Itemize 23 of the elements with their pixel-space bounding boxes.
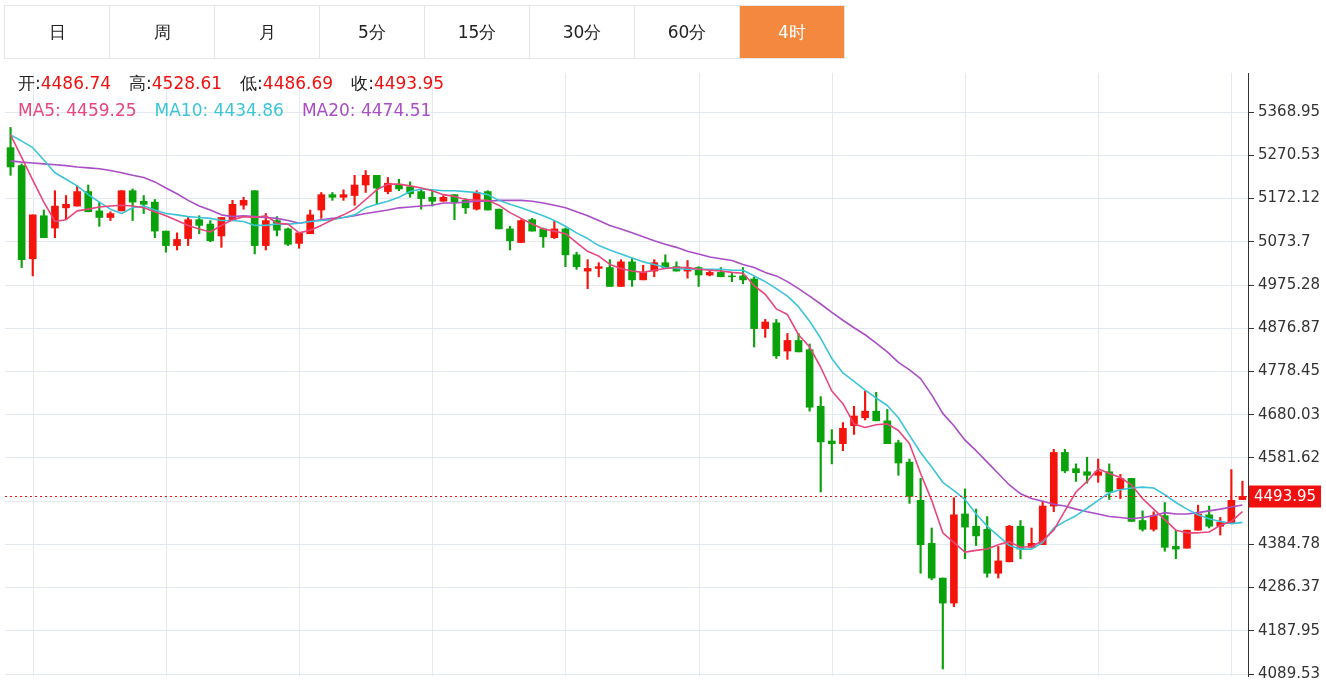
series-label: MA5: 4459.25	[18, 100, 137, 120]
annotation: 低:4486.69	[240, 73, 334, 93]
annotation: 高:4528.61	[129, 73, 223, 93]
y-tick-label: 5172.12	[1258, 188, 1321, 207]
y-tick-label: 4778.45	[1258, 361, 1321, 380]
y-tick-label: 5368.95	[1258, 102, 1321, 120]
y-tick-label: 4680.03	[1258, 404, 1321, 423]
period-tabs: 日 周 月 5分 15分 30分 60分 4时	[4, 5, 845, 59]
y-tick-label: 4384.78	[1258, 534, 1321, 553]
y-tick-label: 4581.62	[1258, 447, 1321, 466]
annotation: 开:4486.74	[18, 73, 112, 93]
y-tick-label: 4089.53	[1258, 663, 1321, 682]
y-tick-label: 4876.87	[1258, 318, 1321, 337]
annotation: 收:4493.95	[351, 73, 445, 93]
text: MA10: 4434.86	[154, 100, 284, 120]
text: MA20: 4474.51	[301, 100, 432, 120]
ref-line-label: 4493.95	[1254, 487, 1317, 506]
y-tick-label: 5073.7	[1258, 231, 1311, 250]
y-tick-label: 4187.95	[1258, 620, 1321, 639]
y-tick-label: 5270.53	[1258, 145, 1321, 164]
y-tick-label: 4975.28	[1258, 274, 1321, 293]
y-tick-label: 4286.37	[1258, 577, 1321, 596]
candlestick	[339, 189, 348, 201]
